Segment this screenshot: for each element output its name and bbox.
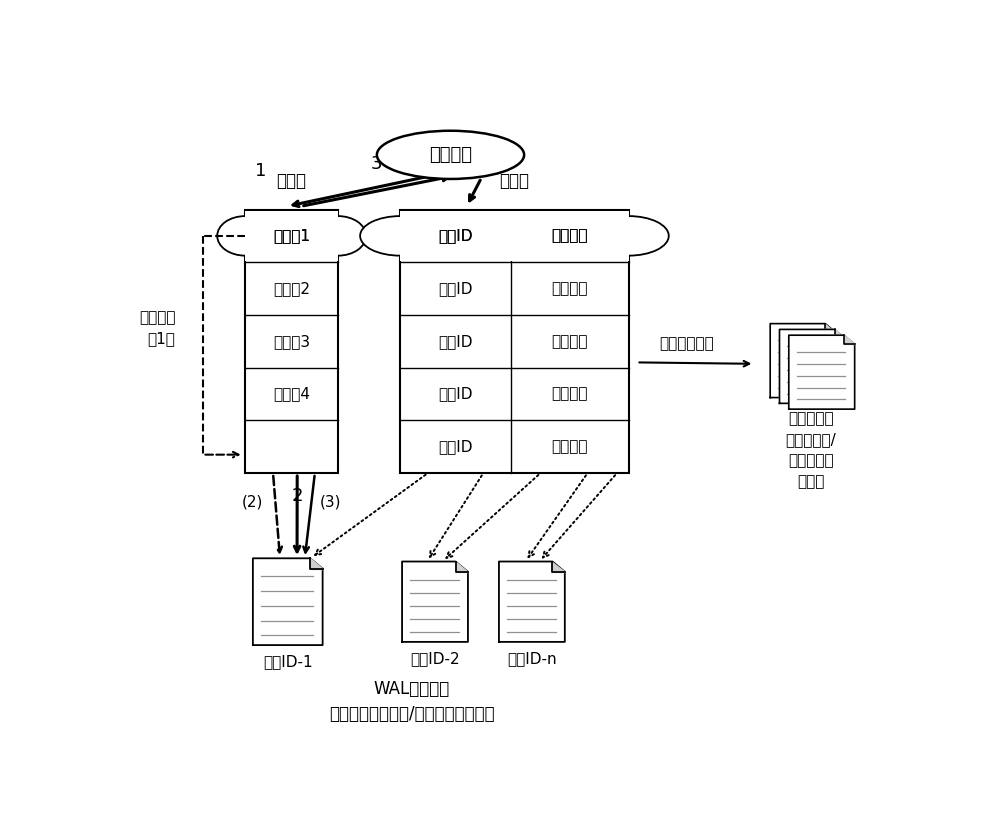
Text: 定时做检查点: 定时做检查点 bbox=[659, 337, 714, 352]
Text: 检查点文件
（本地存储/
分布式文件
存储）: 检查点文件 （本地存储/ 分布式文件 存储） bbox=[786, 411, 836, 488]
Ellipse shape bbox=[360, 216, 440, 256]
Ellipse shape bbox=[217, 216, 273, 256]
Bar bbox=[400, 210, 629, 473]
Polygon shape bbox=[456, 561, 468, 572]
Text: 偏移地址: 偏移地址 bbox=[552, 281, 588, 296]
Text: 偏移地址: 偏移地址 bbox=[552, 228, 588, 243]
Text: 偏移地址: 偏移地址 bbox=[552, 387, 588, 402]
Polygon shape bbox=[552, 561, 565, 572]
Bar bbox=[245, 210, 338, 473]
Text: 偏移地址: 偏移地址 bbox=[552, 334, 588, 349]
Text: 从队列: 从队列 bbox=[499, 171, 529, 190]
Text: 文件ID: 文件ID bbox=[438, 228, 473, 243]
Text: 数据体2: 数据体2 bbox=[273, 281, 310, 296]
Text: 文件ID: 文件ID bbox=[438, 439, 473, 454]
Text: WAL日志文件
（本地多目录存储/分布式文件存储）: WAL日志文件 （本地多目录存储/分布式文件存储） bbox=[329, 680, 495, 723]
Text: (2): (2) bbox=[242, 494, 263, 509]
Polygon shape bbox=[825, 324, 836, 332]
Text: 2: 2 bbox=[291, 487, 303, 504]
Text: 数据体1: 数据体1 bbox=[273, 228, 310, 243]
Text: 文件ID-1: 文件ID-1 bbox=[263, 655, 313, 670]
Text: 主队列: 主队列 bbox=[277, 171, 307, 190]
Text: 文件ID-2: 文件ID-2 bbox=[410, 651, 460, 666]
Polygon shape bbox=[789, 335, 855, 409]
Polygon shape bbox=[310, 559, 323, 569]
Text: 3: 3 bbox=[371, 155, 383, 174]
Polygon shape bbox=[844, 335, 855, 344]
Text: 文件ID: 文件ID bbox=[438, 228, 473, 243]
Polygon shape bbox=[253, 559, 323, 645]
Ellipse shape bbox=[377, 131, 524, 179]
Text: 文件ID: 文件ID bbox=[438, 334, 473, 349]
Bar bbox=[245, 210, 338, 261]
Polygon shape bbox=[770, 324, 836, 397]
Text: 数据体4: 数据体4 bbox=[273, 387, 310, 402]
Polygon shape bbox=[402, 561, 468, 642]
Text: 偏移地址: 偏移地址 bbox=[552, 228, 588, 243]
Text: 文件ID: 文件ID bbox=[438, 387, 473, 402]
Text: 数据体1: 数据体1 bbox=[273, 228, 310, 243]
Bar bbox=[400, 210, 629, 261]
Text: 1: 1 bbox=[255, 162, 266, 180]
Polygon shape bbox=[499, 561, 565, 642]
Text: 文件ID-n: 文件ID-n bbox=[507, 651, 557, 666]
Text: (3): (3) bbox=[320, 494, 341, 509]
Text: 数据体3: 数据体3 bbox=[273, 334, 310, 349]
Text: 处理失败
（1）: 处理失败 （1） bbox=[139, 311, 175, 347]
Text: 偏移地址: 偏移地址 bbox=[552, 439, 588, 454]
Polygon shape bbox=[779, 330, 845, 403]
Ellipse shape bbox=[310, 216, 366, 256]
Ellipse shape bbox=[589, 216, 669, 256]
Text: 计算单元: 计算单元 bbox=[429, 146, 472, 164]
Polygon shape bbox=[835, 330, 845, 338]
Text: 文件ID: 文件ID bbox=[438, 281, 473, 296]
